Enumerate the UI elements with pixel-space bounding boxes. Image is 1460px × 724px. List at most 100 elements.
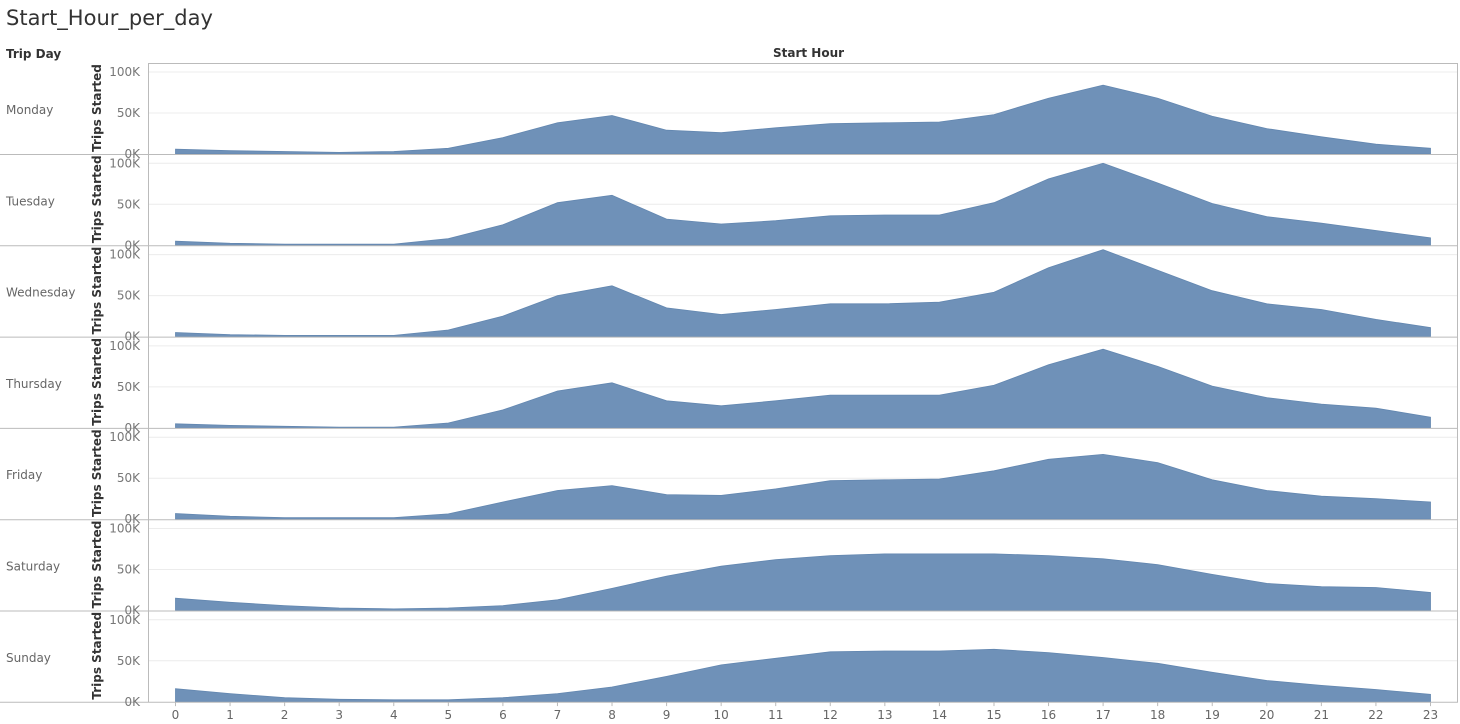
data-point — [1265, 127, 1268, 130]
data-point — [938, 394, 941, 397]
data-point — [229, 149, 232, 152]
data-point — [774, 558, 777, 561]
data-point — [665, 493, 668, 496]
data-point — [1265, 215, 1268, 218]
data-point — [993, 469, 996, 472]
data-point — [556, 121, 559, 124]
y-tick-label: 50K — [117, 197, 141, 211]
data-point — [392, 150, 395, 153]
data-point — [1320, 308, 1323, 311]
data-point — [1429, 591, 1432, 594]
data-point — [229, 692, 232, 695]
data-point — [1156, 365, 1159, 368]
data-point — [338, 243, 341, 246]
data-point — [1211, 385, 1214, 388]
panel-sunday: Sunday 0K 50K 100K Trips Started — [0, 612, 1458, 709]
data-point — [611, 381, 614, 384]
area-wednesday — [175, 249, 1431, 337]
y-axis-title: Trips Started — [90, 247, 104, 335]
data-point — [1102, 162, 1105, 165]
data-point — [1374, 497, 1377, 500]
y-tick-label: 0K — [124, 147, 141, 161]
data-point — [611, 284, 614, 287]
data-point — [993, 113, 996, 116]
data-point — [283, 334, 286, 337]
x-tick-label: 23 — [1423, 708, 1438, 722]
y-axis-title: Trips Started — [90, 64, 104, 152]
panel-saturday: Saturday 0K 50K 100K Trips Started — [0, 521, 1458, 618]
data-point — [1374, 229, 1377, 232]
x-tick-label: 5 — [445, 708, 453, 722]
data-point — [229, 242, 232, 245]
data-point — [1047, 177, 1050, 180]
data-point — [993, 291, 996, 294]
data-point — [501, 696, 504, 699]
data-point — [774, 308, 777, 311]
row-label: Sunday — [6, 651, 51, 665]
y-tick-label: 0K — [124, 695, 141, 709]
data-point — [283, 243, 286, 246]
data-point — [174, 687, 177, 690]
y-tick-label: 50K — [117, 563, 141, 577]
data-point — [611, 686, 614, 689]
data-point — [1265, 302, 1268, 305]
data-point — [1211, 573, 1214, 576]
data-point — [556, 489, 559, 492]
data-point — [883, 650, 886, 653]
row-label: Monday — [6, 103, 53, 117]
y-axis-title: Trips Started — [90, 612, 104, 700]
x-tick-label: 15 — [986, 708, 1001, 722]
data-point — [774, 657, 777, 660]
data-point — [665, 218, 668, 221]
data-point — [392, 516, 395, 519]
x-tick-label: 16 — [1041, 708, 1056, 722]
data-point — [1429, 416, 1432, 419]
area-friday — [175, 453, 1431, 520]
data-point — [611, 484, 614, 487]
data-point — [229, 515, 232, 518]
data-point — [938, 121, 941, 124]
data-point — [338, 516, 341, 519]
data-point — [1102, 453, 1105, 456]
data-point — [938, 650, 941, 653]
x-tick-label: 3 — [335, 708, 343, 722]
data-point — [1320, 403, 1323, 406]
data-point — [283, 425, 286, 428]
data-point — [392, 607, 395, 610]
data-point — [829, 122, 832, 125]
data-point — [501, 223, 504, 226]
x-tick-label: 8 — [608, 708, 616, 722]
data-point — [1265, 679, 1268, 682]
data-point — [1047, 97, 1050, 100]
x-tick-label: 1 — [226, 708, 234, 722]
x-tick-label: 17 — [1095, 708, 1110, 722]
data-point — [338, 607, 341, 610]
y-axis-title: Trips Started — [90, 429, 104, 517]
data-point — [1265, 582, 1268, 585]
data-point — [774, 126, 777, 129]
x-tick-label: 21 — [1314, 708, 1329, 722]
x-tick-label: 22 — [1368, 708, 1383, 722]
y-tick-label: 50K — [117, 471, 141, 485]
data-point — [1320, 684, 1323, 687]
data-point — [556, 201, 559, 204]
data-point — [1156, 97, 1159, 100]
row-header-trip-day: Trip Day — [6, 47, 62, 61]
y-tick-label: 50K — [117, 289, 141, 303]
data-point — [501, 408, 504, 411]
data-point — [1429, 501, 1432, 504]
data-point — [501, 604, 504, 607]
data-point — [392, 698, 395, 701]
panel-wednesday: Wednesday 0K 50K 100K Trips Started — [0, 247, 1458, 344]
data-point — [1429, 326, 1432, 329]
y-tick-label: 50K — [117, 380, 141, 394]
data-point — [501, 315, 504, 318]
y-tick-label: 100K — [109, 430, 141, 444]
data-point — [883, 214, 886, 217]
area-monday — [175, 84, 1431, 155]
y-tick-label: 0K — [124, 512, 141, 526]
data-point — [174, 331, 177, 334]
data-point — [1102, 248, 1105, 251]
data-point — [938, 301, 941, 304]
data-point — [774, 487, 777, 490]
